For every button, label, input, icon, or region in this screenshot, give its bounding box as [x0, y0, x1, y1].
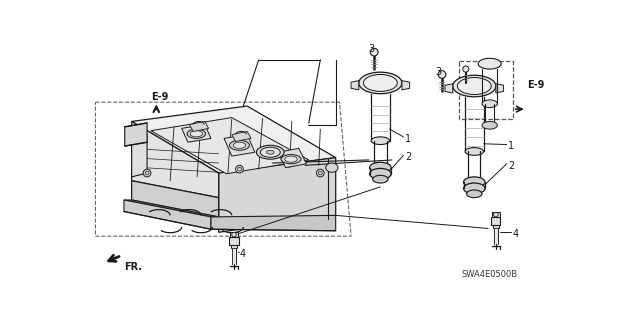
Polygon shape: [496, 84, 504, 93]
Polygon shape: [151, 118, 308, 174]
Polygon shape: [189, 122, 209, 131]
Polygon shape: [211, 215, 336, 231]
Ellipse shape: [326, 163, 338, 172]
Text: E-9: E-9: [527, 80, 545, 90]
Text: SWA4E0500B: SWA4E0500B: [461, 270, 517, 279]
Ellipse shape: [452, 75, 496, 97]
Text: 1: 1: [405, 134, 411, 144]
Circle shape: [236, 165, 243, 173]
Circle shape: [232, 232, 236, 237]
Polygon shape: [224, 135, 255, 156]
Ellipse shape: [230, 140, 250, 150]
Bar: [459, 61, 513, 119]
Polygon shape: [124, 200, 211, 229]
Polygon shape: [182, 124, 211, 142]
Polygon shape: [219, 158, 336, 232]
Bar: [231, 245, 237, 249]
Ellipse shape: [478, 58, 501, 69]
Ellipse shape: [372, 175, 388, 183]
Text: 4: 4: [513, 229, 519, 239]
Ellipse shape: [190, 131, 202, 137]
Circle shape: [371, 48, 378, 56]
Ellipse shape: [369, 162, 391, 173]
Polygon shape: [132, 181, 219, 217]
Text: 2: 2: [405, 152, 412, 162]
Circle shape: [493, 212, 498, 217]
Ellipse shape: [465, 148, 484, 155]
Ellipse shape: [463, 183, 485, 194]
Bar: [230, 232, 238, 237]
Polygon shape: [124, 200, 219, 217]
Ellipse shape: [463, 177, 485, 188]
Bar: [493, 225, 499, 228]
Text: FR.: FR.: [124, 262, 142, 271]
Ellipse shape: [260, 147, 280, 157]
Polygon shape: [278, 148, 307, 168]
Polygon shape: [125, 123, 147, 146]
Circle shape: [145, 171, 149, 175]
Circle shape: [143, 169, 151, 177]
Ellipse shape: [257, 145, 284, 159]
Ellipse shape: [234, 142, 246, 148]
Ellipse shape: [364, 74, 397, 92]
Bar: [492, 217, 500, 225]
Ellipse shape: [458, 78, 492, 94]
Text: E-9: E-9: [151, 92, 168, 102]
Polygon shape: [445, 84, 452, 93]
Ellipse shape: [285, 156, 297, 162]
Ellipse shape: [359, 72, 402, 94]
Text: 1: 1: [508, 141, 515, 152]
Circle shape: [318, 171, 322, 175]
Circle shape: [438, 70, 446, 78]
Polygon shape: [402, 81, 410, 90]
Circle shape: [237, 167, 241, 171]
Ellipse shape: [369, 168, 391, 179]
Ellipse shape: [187, 129, 205, 138]
Text: 3: 3: [436, 67, 442, 77]
Text: 4: 4: [239, 249, 246, 259]
Ellipse shape: [482, 100, 497, 108]
Polygon shape: [232, 131, 251, 141]
Polygon shape: [132, 122, 219, 198]
Bar: [230, 237, 239, 245]
Ellipse shape: [371, 137, 390, 145]
Polygon shape: [132, 135, 147, 177]
Circle shape: [316, 169, 324, 177]
Polygon shape: [132, 106, 336, 173]
Polygon shape: [351, 81, 359, 90]
Text: 3: 3: [368, 44, 374, 55]
Ellipse shape: [482, 122, 497, 129]
Ellipse shape: [281, 154, 301, 164]
Ellipse shape: [467, 190, 482, 198]
Bar: [492, 212, 500, 217]
Circle shape: [463, 66, 469, 72]
Text: 2: 2: [508, 161, 515, 171]
Ellipse shape: [266, 150, 274, 154]
